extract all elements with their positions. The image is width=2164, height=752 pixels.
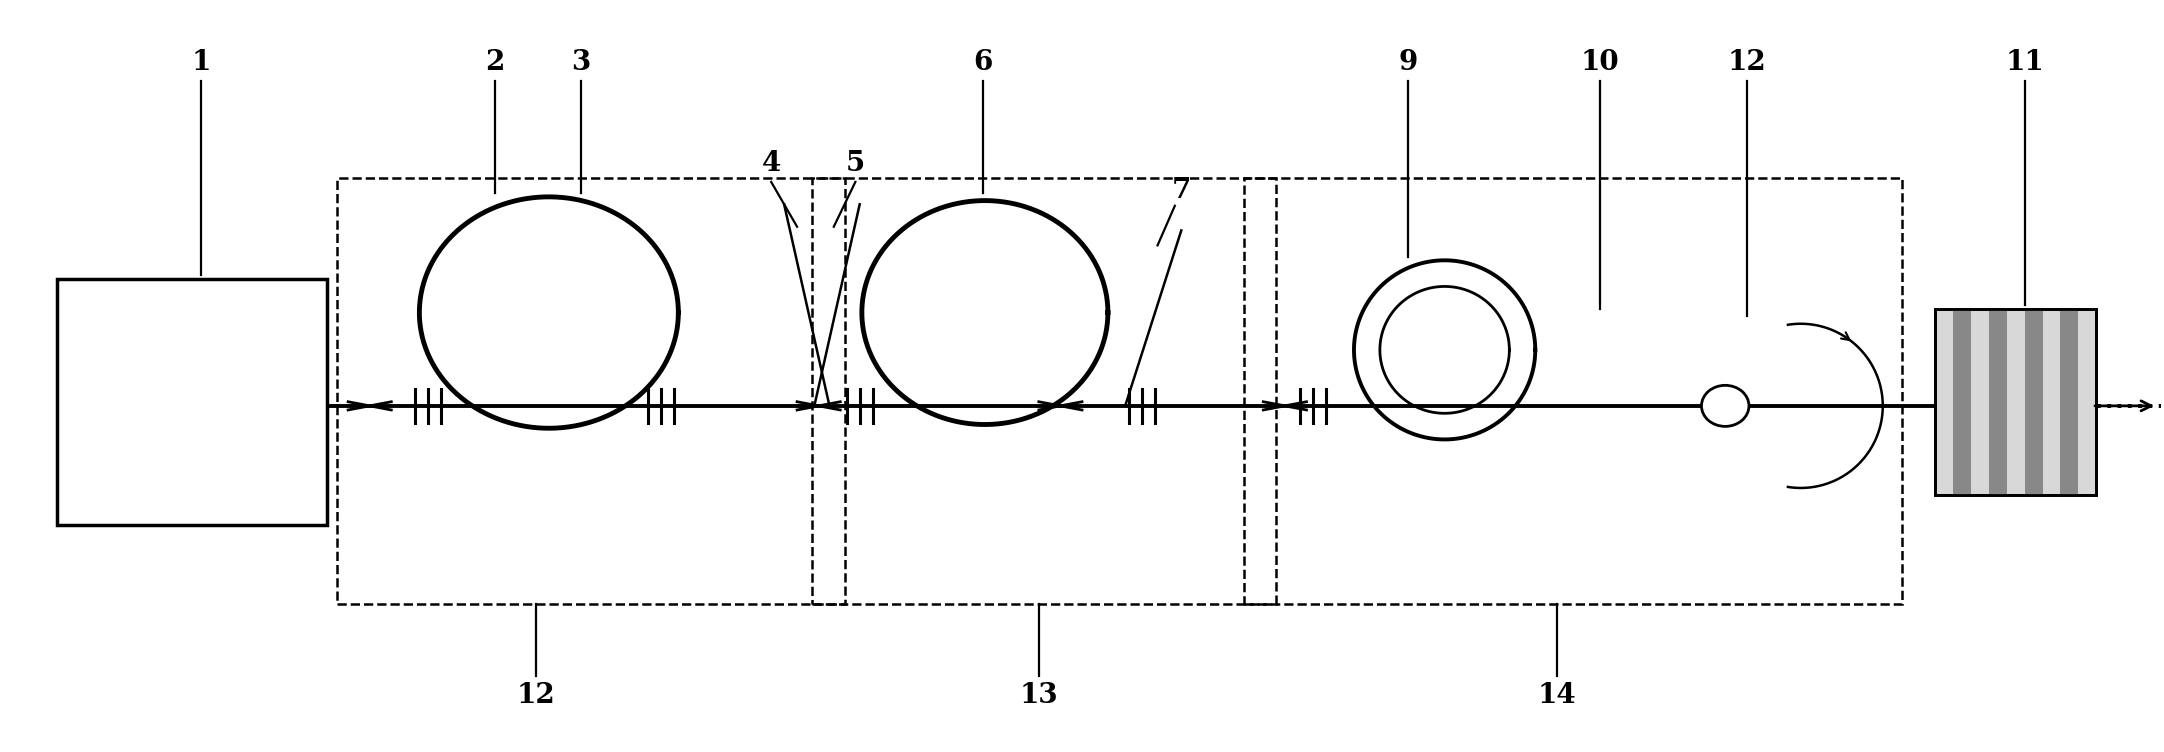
Text: 12: 12: [517, 682, 556, 709]
Bar: [1244, 178, 1902, 604]
Bar: [56, 279, 327, 526]
Text: 5: 5: [846, 150, 866, 177]
Text: 12: 12: [1727, 49, 1766, 76]
Text: 10: 10: [1580, 49, 1619, 76]
Bar: [1935, 309, 2097, 496]
Text: 9: 9: [1398, 49, 1417, 76]
Text: 13: 13: [1019, 682, 1058, 709]
Bar: [812, 178, 1277, 604]
Text: 7: 7: [1171, 177, 1190, 205]
Text: 3: 3: [571, 49, 591, 76]
Text: 2: 2: [485, 49, 504, 76]
Bar: [1952, 309, 1971, 496]
Text: 6: 6: [974, 49, 993, 76]
Bar: [338, 178, 844, 604]
Bar: [1989, 309, 2006, 496]
Text: 4: 4: [762, 150, 781, 177]
Bar: [1935, 309, 2097, 496]
Bar: [2026, 309, 2043, 496]
Text: 14: 14: [1539, 682, 1575, 709]
Text: 1: 1: [193, 49, 212, 76]
Text: 11: 11: [2006, 49, 2045, 76]
Bar: [2060, 309, 2077, 496]
Ellipse shape: [1701, 385, 1749, 426]
